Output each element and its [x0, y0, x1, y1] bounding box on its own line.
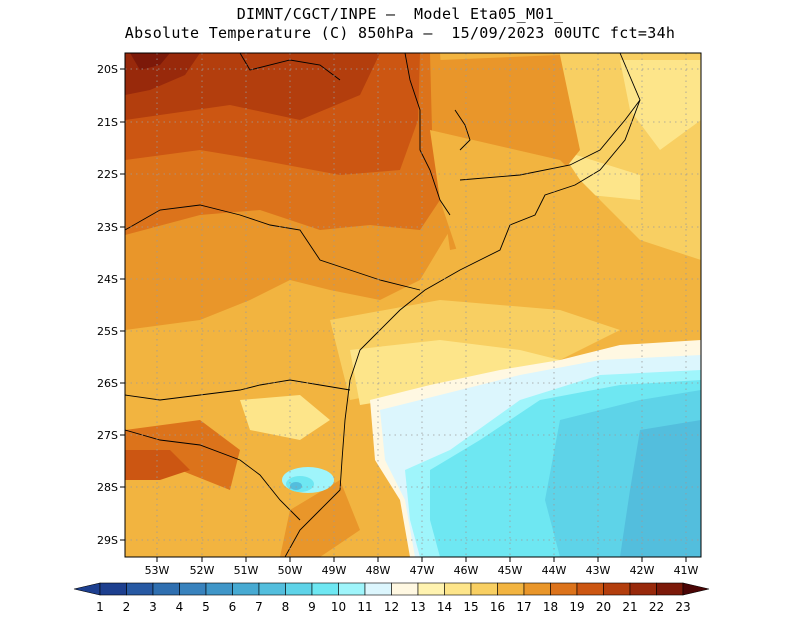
map-title: DIMNT/CGCT/INPE – Model Eta05_M01_	[236, 5, 564, 23]
lon-label: 46W	[454, 564, 479, 577]
colorbar-label: 9	[308, 600, 316, 614]
lon-label: 51W	[234, 564, 259, 577]
colorbar-label: 15	[463, 600, 478, 614]
temperature-field	[125, 53, 701, 557]
lat-label: 26S	[97, 377, 118, 390]
colorbar-swatch	[417, 582, 445, 596]
lat-label: 24S	[97, 273, 118, 286]
colorbar-label: 16	[490, 600, 505, 614]
colorbar-label: 11	[357, 600, 372, 614]
colorbar-swatch	[364, 582, 392, 596]
colorbar-label: 14	[437, 600, 452, 614]
colorbar-label: 22	[649, 600, 664, 614]
colorbar-swatch	[603, 582, 631, 596]
colorbar-label: 8	[282, 600, 290, 614]
lat-labels: 20S 21S 22S 23S 24S 25S 26S 27S 28S 29S	[97, 63, 118, 547]
colorbar-swatch	[444, 582, 472, 596]
colorbar-label: 3	[149, 600, 157, 614]
lon-label: 42W	[630, 564, 655, 577]
colorbar-label: 5	[202, 600, 210, 614]
lon-labels: 53W 52W 51W 50W 49W 48W 47W 46W 45W 44W …	[145, 564, 699, 577]
lon-label: 52W	[190, 564, 215, 577]
colorbar-label: 7	[255, 600, 263, 614]
colorbar-label: 20	[596, 600, 611, 614]
colorbar: 1 2 3 4 5 6 7 8 9 10 11 12 13 14 15 16 17 18 19 20 21 22 23	[73, 582, 710, 614]
lat-label: 20S	[97, 63, 118, 76]
colorbar-swatch	[629, 582, 657, 596]
lat-label: 28S	[97, 481, 118, 494]
colorbar-swatch	[179, 582, 207, 596]
lat-label: 25S	[97, 325, 118, 338]
colorbar-label: 19	[569, 600, 584, 614]
colorbar-swatch	[656, 582, 684, 596]
colorbar-label: 12	[384, 600, 399, 614]
colorbar-swatch	[99, 582, 127, 596]
colorbar-swatch	[152, 582, 180, 596]
grid-lines	[125, 53, 701, 557]
plot-frame	[124, 52, 702, 558]
colorbar-label: 18	[543, 600, 558, 614]
lon-label: 43W	[586, 564, 611, 577]
lon-label: 41W	[674, 564, 699, 577]
lat-label: 21S	[97, 116, 118, 129]
colorbar-label: 10	[331, 600, 346, 614]
lat-label: 23S	[97, 221, 118, 234]
lon-label: 49W	[322, 564, 347, 577]
colorbar-label: 23	[675, 600, 690, 614]
colorbar-label: 13	[410, 600, 425, 614]
lon-label: 48W	[366, 564, 391, 577]
colorbar-label: 1	[96, 600, 104, 614]
colorbar-swatch	[497, 582, 525, 596]
colorbar-swatch	[126, 582, 154, 596]
lon-label: 53W	[145, 564, 170, 577]
colorbar-swatch	[550, 582, 578, 596]
colorbar-arrow-left	[73, 582, 101, 596]
lon-label: 44W	[542, 564, 567, 577]
lon-label: 47W	[410, 564, 435, 577]
colorbar-swatch	[523, 582, 551, 596]
colorbar-arrow-right	[682, 582, 710, 596]
colorbar-swatch	[258, 582, 286, 596]
colorbar-label: 21	[622, 600, 637, 614]
colorbar-swatch	[470, 582, 498, 596]
colorbar-swatch	[338, 582, 366, 596]
lat-label: 29S	[97, 534, 118, 547]
lat-label: 27S	[97, 429, 118, 442]
colorbar-swatch	[576, 582, 604, 596]
colorbar-swatch	[285, 582, 313, 596]
colorbar-swatch	[205, 582, 233, 596]
lon-label: 50W	[278, 564, 303, 577]
colorbar-label: 4	[176, 600, 184, 614]
colorbar-swatch	[391, 582, 419, 596]
colorbar-label: 17	[516, 600, 531, 614]
colorbar-swatch	[311, 582, 339, 596]
tick-marks	[120, 68, 687, 562]
colorbar-label: 2	[123, 600, 131, 614]
lat-label: 22S	[97, 168, 118, 181]
lon-label: 45W	[498, 564, 523, 577]
colorbar-swatch	[232, 582, 260, 596]
map-subtitle: Absolute Temperature (C) 850hPa – 15/09/…	[124, 24, 676, 42]
colorbar-label: 6	[229, 600, 237, 614]
